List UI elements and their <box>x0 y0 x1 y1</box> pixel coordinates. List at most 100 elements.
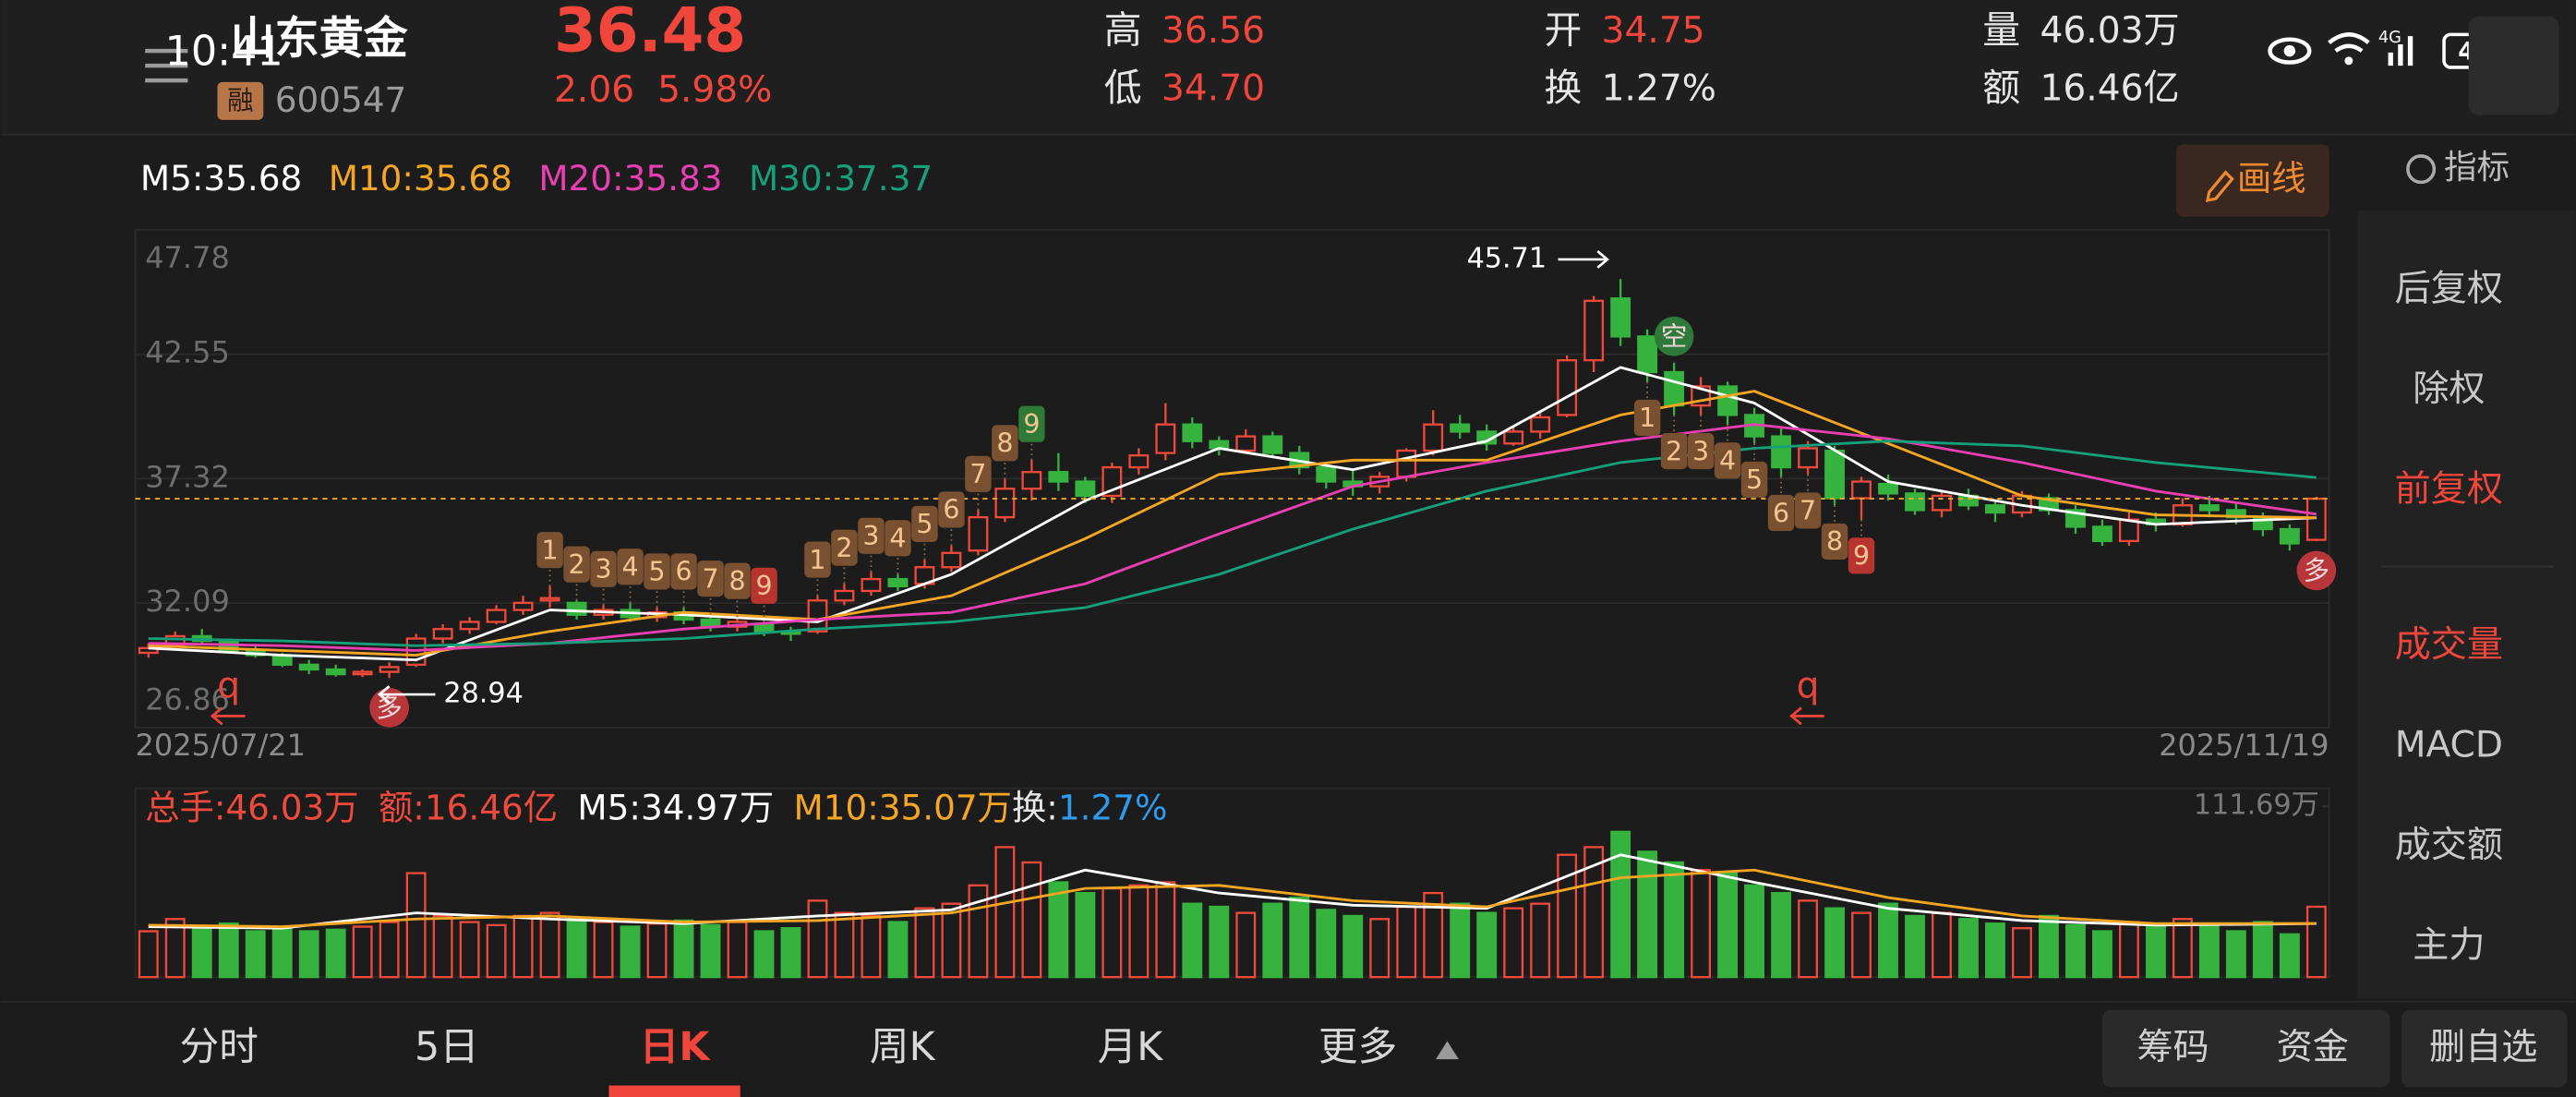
volume-bar <box>1235 911 1257 979</box>
tab[interactable]: 日K <box>640 1024 712 1070</box>
max-label: 45.71 <box>1467 242 1547 274</box>
candle-body <box>753 622 775 633</box>
candle-body <box>1798 447 1818 469</box>
volume-bar <box>2305 905 2327 979</box>
tab[interactable]: 更多 <box>1318 1024 1397 1070</box>
y-tick-label: 47.78 <box>145 240 230 275</box>
volume-bar <box>1824 907 1845 979</box>
td-label: 3 <box>596 554 612 585</box>
td-label: 5 <box>1746 464 1763 495</box>
candle-body <box>2118 518 2139 543</box>
candle-body <box>1932 494 1952 512</box>
candle-body <box>1423 423 1444 452</box>
volume-bar <box>1048 881 1069 979</box>
tab-underline <box>608 1085 740 1097</box>
volume-bar <box>994 846 1016 979</box>
volume-bar <box>1155 881 1176 979</box>
td-label: 9 <box>755 571 772 601</box>
volume-bar <box>834 911 855 979</box>
side-item[interactable]: 成交量 <box>2395 624 2503 666</box>
bottom-button[interactable]: 筹码 <box>2137 1027 2209 1068</box>
volume-bar <box>2118 921 2139 979</box>
td-box <box>644 553 670 590</box>
tab[interactable]: 5日 <box>415 1024 479 1070</box>
legend-item: M20:35.83 <box>538 158 722 199</box>
legend-item: M5:35.68 <box>140 158 302 199</box>
volume-label: 量 <box>1982 8 2020 53</box>
volume-bar <box>1932 911 1952 979</box>
volume-bar <box>1583 846 1605 979</box>
corner-button[interactable] <box>2468 16 2559 115</box>
td-label: 9 <box>1853 541 1870 572</box>
volume-bar <box>1664 861 1685 979</box>
volume-bar <box>1369 918 1390 979</box>
td-box <box>1794 492 1822 529</box>
volume-bar <box>1021 861 1042 979</box>
side-item[interactable]: 后复权 <box>2395 268 2503 309</box>
marker-label: q <box>217 666 240 707</box>
y-tick-label: 32.09 <box>145 584 230 619</box>
volume-bar <box>646 922 668 979</box>
td-label: 9 <box>1023 409 1040 440</box>
side-item[interactable]: 除权 <box>2413 368 2485 410</box>
candle-body <box>887 577 909 588</box>
volume-bar <box>1798 899 1818 979</box>
ma-line <box>148 440 2317 647</box>
volume-bar <box>432 914 453 979</box>
bottom-button[interactable]: 删自选 <box>2429 1027 2537 1068</box>
side-title[interactable]: 指标 <box>2444 149 2510 187</box>
td-box <box>1714 442 1741 479</box>
min-label: 28.94 <box>443 678 524 710</box>
td-label: 1 <box>542 535 559 565</box>
header-bg <box>0 0 2576 135</box>
candle-body <box>325 668 346 676</box>
gauge-icon <box>2406 154 2437 185</box>
volume-bar <box>1878 902 1898 979</box>
td-label: 5 <box>916 509 933 539</box>
td-box <box>858 517 885 554</box>
wifi-dot <box>2344 56 2353 66</box>
tab[interactable]: 月K <box>1098 1024 1164 1070</box>
signal-badge <box>2296 550 2337 591</box>
volume-bar <box>2225 930 2246 979</box>
candle-body <box>941 551 962 569</box>
min-arrow <box>377 685 436 704</box>
volume-bar <box>2279 933 2300 979</box>
volume-bar <box>164 918 186 979</box>
volume-bar <box>271 927 293 979</box>
candle-body <box>432 628 453 640</box>
volume-bar <box>1717 872 1739 979</box>
volume-bar <box>753 930 775 979</box>
td-box <box>831 529 858 566</box>
td-box <box>563 546 590 583</box>
side-item[interactable]: 成交额 <box>2395 825 2503 866</box>
candle-body <box>1557 358 1578 416</box>
candle-body <box>1610 297 1631 338</box>
td-label: 1 <box>809 545 825 575</box>
side-item[interactable]: 前复权 <box>2395 468 2503 510</box>
td-label: 3 <box>1692 436 1709 466</box>
tab[interactable]: 分时 <box>180 1024 259 1070</box>
tab[interactable]: 周K <box>870 1024 936 1070</box>
status-time: 10:41 <box>165 29 283 76</box>
amount-label: 额 <box>1982 66 2020 110</box>
menu-icon[interactable] <box>145 48 188 83</box>
volume-bar <box>1958 918 1979 979</box>
bottom-button[interactable]: 资金 <box>2277 1027 2349 1068</box>
volume-bar <box>861 914 882 979</box>
y-tick-label: 26.86 <box>145 681 230 717</box>
more-triangle[interactable] <box>1436 1041 1459 1060</box>
volume-bar <box>1289 896 1310 979</box>
volume-bar <box>512 914 534 979</box>
candle-body <box>1771 435 1792 469</box>
volume-bar <box>539 911 560 979</box>
side-item[interactable]: MACD <box>2395 725 2503 766</box>
td-label: 6 <box>1773 498 1789 528</box>
volume-bar <box>914 907 935 979</box>
td-box <box>1660 432 1688 470</box>
td-box <box>885 520 911 557</box>
candle-body <box>352 670 373 676</box>
td-box <box>965 455 992 492</box>
side-item[interactable]: 主力 <box>2413 925 2485 967</box>
volume-bar <box>2172 918 2193 979</box>
